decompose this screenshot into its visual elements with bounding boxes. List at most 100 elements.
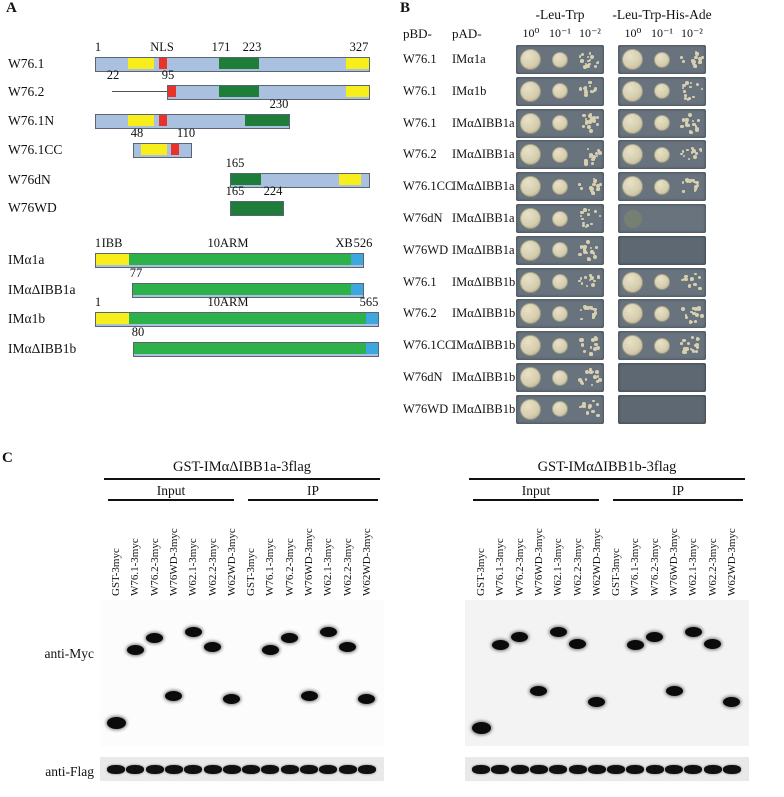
- colony-dot: [578, 183, 581, 187]
- domain-segment: [129, 313, 366, 324]
- colony-dot: [596, 187, 600, 192]
- colony-dot: [697, 56, 702, 61]
- colony-dot: [592, 346, 597, 351]
- colony-dot: [586, 257, 591, 261]
- colony-dot: [583, 305, 588, 310]
- colony-dot: [691, 306, 695, 310]
- colony-dot: [592, 371, 595, 374]
- colony-dot: [587, 212, 591, 216]
- pad-row-label: IMαΔIBB1b: [452, 338, 516, 353]
- colony-dot: [589, 246, 592, 250]
- lane-label: W76.1-3myc: [494, 538, 507, 596]
- myc-band: [511, 631, 529, 642]
- lane-label: W76.2-3myc: [648, 538, 661, 596]
- colony-spot-medium: [654, 51, 670, 68]
- colony-dot: [681, 306, 685, 311]
- colony-dot: [685, 148, 689, 152]
- colony-spot-dense: [520, 367, 542, 388]
- pbd-row-label: W76WD: [403, 401, 449, 416]
- colony-spot-medium: [552, 146, 568, 163]
- domain-segment: [219, 86, 259, 97]
- domain-segment: [171, 144, 179, 155]
- colony-spot-medium: [654, 146, 670, 163]
- colony-spot-medium: [552, 337, 568, 354]
- colony-dot: [590, 250, 594, 254]
- colony-dot: [689, 85, 693, 89]
- domain-segment: [366, 313, 378, 324]
- domain-segment: [133, 284, 351, 295]
- colony-dot: [695, 152, 699, 156]
- colony-spot-medium: [552, 274, 568, 291]
- assay-plate-strip: [618, 204, 706, 233]
- myc-band: [646, 631, 664, 642]
- blot-title: GST-IMαΔIBB1a-3flag: [172, 459, 312, 475]
- colony-dot: [588, 58, 592, 62]
- lane-label: W62WD-3myc: [725, 528, 738, 596]
- assay-plate-strip: [618, 394, 706, 424]
- lane-label: W76.1-3myc: [264, 538, 277, 596]
- flag-band: [626, 765, 645, 774]
- colony-dot: [686, 98, 689, 101]
- colony-dot: [682, 154, 686, 158]
- deletion-line: [112, 91, 167, 92]
- assay-plate-strip: [618, 299, 706, 329]
- colony-dot: [593, 342, 598, 347]
- blot-title-rule: [104, 478, 380, 480]
- flag-band: [357, 765, 376, 774]
- colony-dot: [688, 97, 691, 100]
- pad-row-label: IMαΔIBB1a: [452, 179, 515, 194]
- colony-dot: [691, 151, 694, 154]
- colony-dot: [587, 405, 591, 409]
- flag-band: [280, 765, 299, 774]
- colony-dot: [690, 310, 693, 314]
- assay-plate-strip: [516, 235, 604, 265]
- assay-plate-strip: [618, 172, 706, 202]
- construct-tick-label: 223: [242, 40, 262, 54]
- colony-dot: [579, 277, 583, 281]
- myc-band: [281, 632, 299, 643]
- colony-spot-medium: [552, 210, 568, 227]
- colony-dot: [578, 55, 581, 58]
- colony-dot: [593, 209, 598, 214]
- colony-dot: [597, 148, 600, 152]
- construct-bar: [95, 253, 364, 268]
- colony-spot-medium: [552, 305, 568, 322]
- colony-dot: [698, 60, 702, 65]
- lane-label: W76.2-3myc: [283, 538, 296, 596]
- colony-dot: [694, 125, 698, 128]
- domain-segment: [168, 86, 176, 97]
- pad-header: pAD-: [452, 26, 482, 41]
- flag-band: [684, 765, 703, 774]
- colony-spot-medium: [654, 115, 670, 132]
- dilution-label: 10⁻²: [680, 26, 703, 40]
- pad-row-label: IMα1b: [452, 83, 487, 98]
- colony-dot: [695, 180, 699, 185]
- colony-dot: [581, 404, 585, 409]
- colony-dot: [577, 377, 582, 382]
- flag-band: [703, 765, 722, 774]
- flag-band: [549, 765, 568, 774]
- construct-label: W76.2: [8, 84, 45, 99]
- construct-bar: [133, 342, 379, 357]
- construct-tick-label: 80: [131, 325, 145, 339]
- colony-spot-dense: [520, 176, 542, 198]
- construct-label: IMα1a: [8, 252, 45, 267]
- myc-band: [549, 627, 567, 638]
- colony-dot: [694, 55, 698, 59]
- colony-dot: [581, 224, 585, 227]
- construct-tick-label: 77: [129, 266, 143, 280]
- colony-spot-dense: [520, 49, 542, 70]
- colony-dot: [593, 65, 597, 69]
- colony-dot: [583, 248, 586, 251]
- panel-a-letter: A: [6, 0, 17, 16]
- colony-dot: [691, 348, 695, 352]
- colony-dot: [589, 352, 593, 356]
- assay-plate-strip: [516, 76, 604, 106]
- colony-spot-dense: [622, 80, 644, 102]
- lane-label: GST-3myc: [110, 548, 122, 596]
- colony-dot: [592, 252, 596, 255]
- domain-segment: [128, 115, 154, 126]
- colony-dot: [581, 113, 586, 118]
- colony-dot: [593, 279, 597, 283]
- lane-label: W62.1-3myc: [687, 538, 700, 596]
